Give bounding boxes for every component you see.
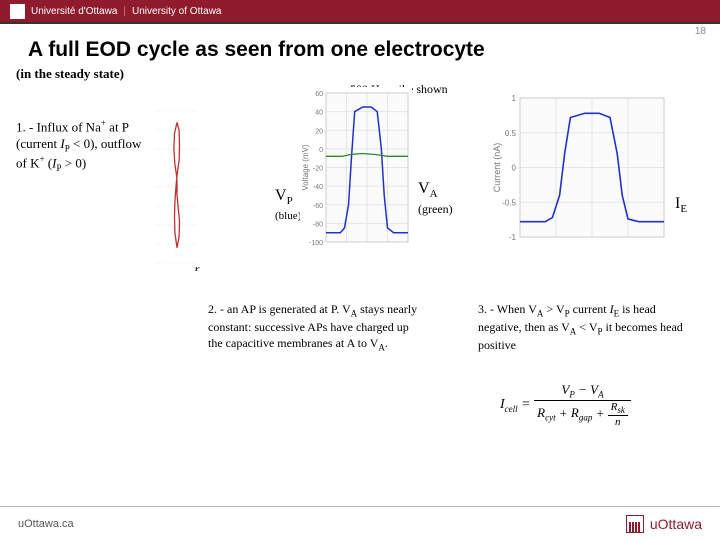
footer-brand-text: uOttawa (650, 516, 702, 532)
step-3-text: 3. - When VA > VP current IE is head neg… (478, 302, 688, 354)
svg-text:-20: -20 (313, 166, 323, 173)
vp-label: VP (275, 187, 293, 207)
va-subscript: A (430, 188, 438, 200)
vp-color-label: (blue) (275, 210, 301, 222)
vp-symbol: V (275, 187, 287, 204)
uni-name-fr: Université d'Ottawa (31, 6, 117, 17)
svg-text:20: 20 (315, 128, 323, 135)
uni-name-en: University of Ottawa (132, 6, 221, 17)
page-number: 18 (695, 26, 706, 37)
svg-text:40: 40 (315, 110, 323, 117)
ie-label: IE (675, 195, 687, 215)
content-area: 1. - Influx of Na+ at P (current IP < 0)… (0, 82, 720, 502)
building-icon (626, 515, 644, 533)
va-label: VA (418, 180, 438, 200)
svg-text:60: 60 (315, 91, 323, 98)
svg-text:-100: -100 (309, 240, 323, 247)
svg-text:0: 0 (319, 147, 323, 154)
svg-text:Voltage (mV): Voltage (mV) (301, 144, 310, 191)
svg-text:-0.5: -0.5 (502, 198, 516, 207)
ip-waveform-figure (150, 107, 200, 267)
footer-brand: uOttawa (626, 515, 702, 533)
university-header: Université d'Ottawa | University of Otta… (0, 0, 720, 22)
svg-text:-40: -40 (313, 184, 323, 191)
svg-text:-80: -80 (313, 221, 323, 228)
separator: | (123, 6, 126, 17)
ie-subscript: E (680, 203, 687, 215)
header-rule (0, 22, 720, 24)
svg-text:0: 0 (512, 164, 517, 173)
svg-text:0.5: 0.5 (505, 129, 517, 138)
page-title: A full EOD cycle as seen from one electr… (28, 38, 720, 62)
step-2-text: 2. - an AP is generated at P. VA stays n… (208, 302, 418, 354)
va-color-label: (green) (418, 202, 453, 217)
current-spike-figure: -1 -0.5 0 0.5 1 Current (nA) (490, 92, 670, 247)
subtitle: (in the steady state) (16, 66, 720, 82)
va-symbol: V (418, 180, 430, 197)
logo-mark (10, 4, 25, 19)
footer: uOttawa.ca uOttawa (0, 506, 720, 540)
vp-subscript: P (287, 195, 293, 207)
svg-text:1: 1 (512, 94, 517, 103)
current-formula: Icell = VP − VA Rcyt + Rgap + Rskn (500, 382, 631, 428)
svg-text:Current (nA): Current (nA) (492, 143, 502, 193)
svg-text:-1: -1 (509, 233, 517, 242)
voltage-spike-figure: -100 -80 -60 -40 -20 0 20 40 60 Voltage (mV) (300, 87, 412, 252)
svg-text:-60: -60 (313, 203, 323, 210)
step-1-text: 1. - Influx of Na+ at P (current IP < 0)… (16, 118, 146, 175)
footer-url: uOttawa.ca (18, 518, 74, 530)
